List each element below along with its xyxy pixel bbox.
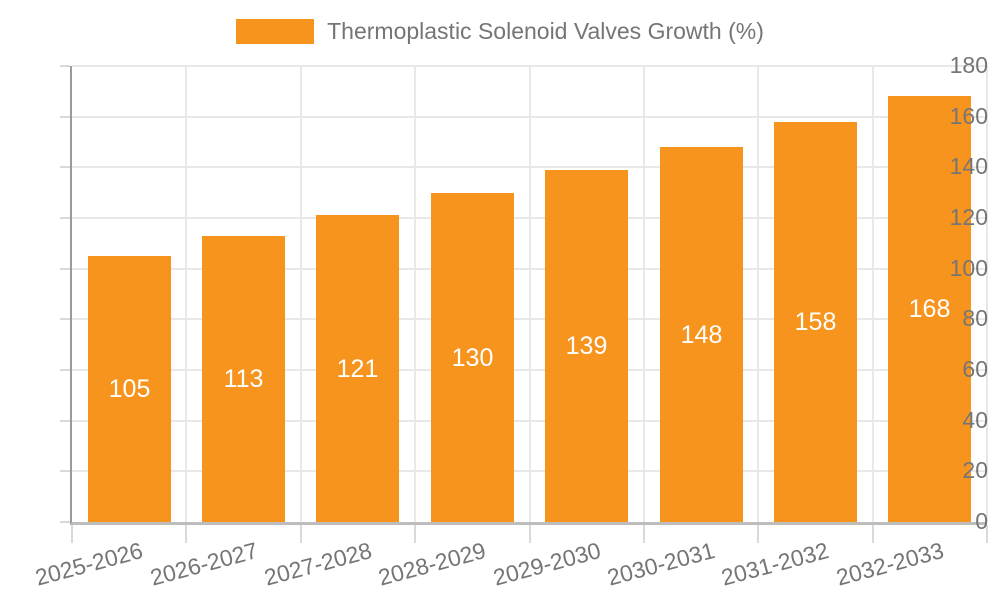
bar[interactable]: 113 — [202, 236, 285, 522]
y-axis-tick — [60, 369, 70, 371]
y-axis-tick — [60, 166, 70, 169]
y-axis-tick — [60, 115, 70, 118]
bar-value-label: 113 — [223, 365, 264, 393]
bar-value-label: 168 — [908, 295, 951, 323]
bar-value-label: 148 — [680, 320, 723, 349]
x-axis-tick — [642, 525, 645, 543]
y-axis-tick — [60, 419, 70, 422]
bar[interactable]: 121 — [316, 215, 399, 522]
bar-value-label: 158 — [794, 308, 837, 336]
bar-value-label: 105 — [108, 375, 151, 403]
x-axis-tick — [71, 525, 73, 543]
x-axis-tick — [757, 525, 760, 543]
legend-label: Thermoplastic Solenoid Valves Growth (%) — [327, 18, 764, 44]
y-axis-tick — [60, 318, 70, 321]
bar[interactable]: 148 — [660, 147, 743, 522]
y-axis-tick-label: 0 — [975, 508, 988, 534]
bar[interactable]: 105 — [88, 256, 171, 522]
bar-value-label: 130 — [451, 343, 494, 372]
x-gridline — [757, 66, 760, 522]
y-axis-tick-label: 120 — [949, 204, 988, 230]
x-gridline — [185, 66, 188, 522]
y-axis-tick-label: 40 — [962, 406, 988, 433]
y-axis-tick — [60, 217, 70, 219]
y-axis-tick-label: 20 — [962, 457, 988, 484]
x-axis-tick — [528, 525, 531, 543]
bar[interactable]: 168 — [888, 96, 971, 522]
x-axis-tick — [299, 525, 302, 543]
plot-area: 105 113 121 130 139 148 158 168 — [60, 65, 988, 543]
y-axis-tick — [60, 470, 70, 473]
x-axis-tick — [871, 525, 874, 543]
x-gridline — [871, 66, 874, 522]
x-gridline — [414, 66, 417, 522]
legend-swatch[interactable] — [236, 19, 315, 44]
bar-value-label: 121 — [336, 354, 379, 383]
y-axis-tick — [60, 521, 70, 523]
bar[interactable]: 139 — [545, 170, 628, 522]
y-axis-tick-label: 100 — [949, 254, 988, 281]
y-axis-tick-label: 80 — [962, 305, 988, 332]
x-axis-tick — [414, 525, 417, 543]
bar-value-label: 139 — [565, 332, 608, 360]
x-gridline — [528, 66, 531, 522]
y-axis-tick — [60, 65, 70, 67]
x-gridline — [986, 66, 988, 522]
y-axis-tick-label: 180 — [949, 52, 988, 78]
x-gridline — [299, 66, 302, 522]
bar[interactable]: 158 — [774, 122, 857, 522]
y-axis-tick-label: 60 — [962, 356, 988, 382]
bar[interactable]: 130 — [431, 193, 514, 522]
legend[interactable]: Thermoplastic Solenoid Valves Growth (%) — [0, 18, 1000, 45]
x-axis-tick — [185, 525, 188, 543]
y-axis-tick-label: 160 — [949, 102, 988, 129]
x-gridline — [642, 66, 645, 522]
y-axis-tick-label: 140 — [949, 153, 988, 180]
y-axis-tick — [60, 267, 70, 270]
x-axis-tick — [986, 525, 988, 543]
